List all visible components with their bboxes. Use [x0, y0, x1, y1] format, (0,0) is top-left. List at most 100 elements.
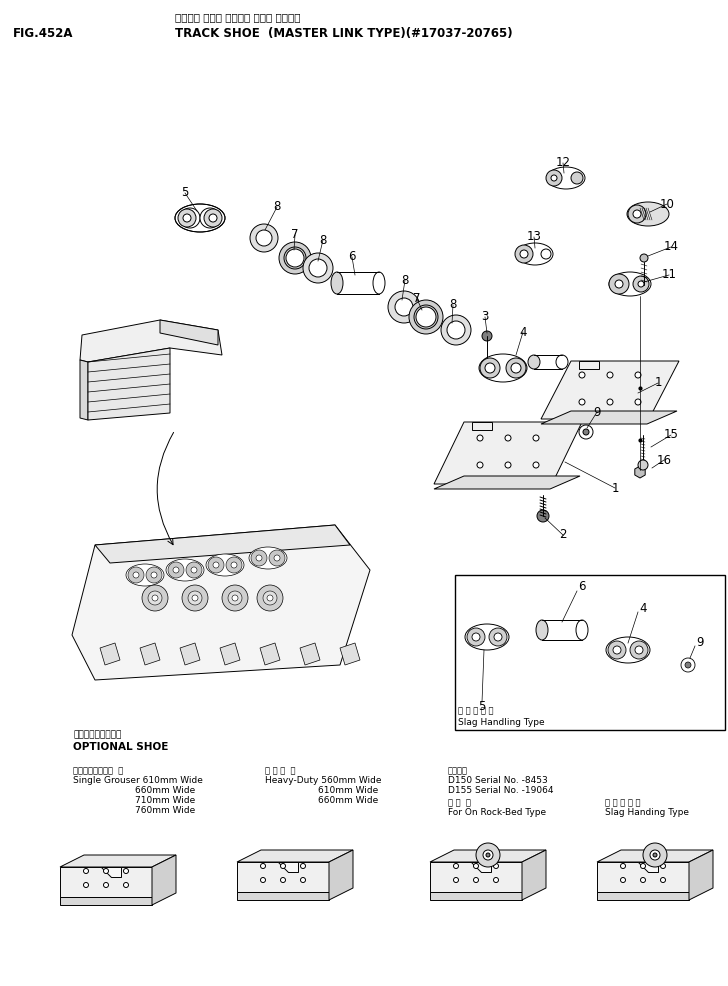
- Circle shape: [615, 280, 623, 288]
- Circle shape: [142, 585, 168, 611]
- Circle shape: [151, 572, 157, 578]
- Polygon shape: [80, 320, 222, 362]
- Circle shape: [178, 209, 196, 227]
- Circle shape: [541, 249, 551, 259]
- Text: 9: 9: [696, 636, 704, 649]
- Circle shape: [146, 567, 162, 583]
- Circle shape: [482, 331, 492, 341]
- Polygon shape: [220, 643, 240, 665]
- Text: 4: 4: [519, 325, 527, 338]
- Circle shape: [209, 214, 217, 222]
- Circle shape: [182, 585, 208, 611]
- Polygon shape: [60, 897, 152, 905]
- Polygon shape: [635, 466, 645, 478]
- Polygon shape: [472, 422, 492, 430]
- Polygon shape: [542, 620, 582, 640]
- Circle shape: [128, 567, 144, 583]
- Circle shape: [441, 315, 471, 345]
- Polygon shape: [278, 862, 298, 872]
- Circle shape: [222, 585, 248, 611]
- Ellipse shape: [331, 272, 343, 294]
- Polygon shape: [597, 892, 689, 900]
- Text: D150 Serial No. -8453: D150 Serial No. -8453: [448, 776, 547, 785]
- Text: 7: 7: [414, 293, 421, 306]
- Circle shape: [409, 300, 443, 334]
- Circle shape: [551, 175, 557, 181]
- Polygon shape: [689, 850, 713, 900]
- Text: 6: 6: [578, 581, 586, 594]
- Circle shape: [251, 550, 267, 566]
- Polygon shape: [88, 348, 170, 420]
- Polygon shape: [237, 862, 329, 892]
- Ellipse shape: [206, 554, 244, 576]
- Circle shape: [635, 372, 641, 378]
- Text: 760mm Wide: 760mm Wide: [135, 806, 195, 815]
- Ellipse shape: [517, 243, 553, 265]
- Circle shape: [191, 567, 197, 573]
- Text: 660mm Wide: 660mm Wide: [318, 796, 379, 805]
- Ellipse shape: [373, 272, 385, 294]
- Circle shape: [607, 399, 613, 405]
- Circle shape: [486, 853, 490, 857]
- Circle shape: [494, 864, 499, 869]
- Circle shape: [208, 557, 224, 573]
- Bar: [455, 575, 725, 730]
- Circle shape: [660, 864, 665, 869]
- Circle shape: [473, 864, 478, 869]
- Circle shape: [454, 864, 459, 869]
- Circle shape: [546, 170, 562, 186]
- Text: 2: 2: [559, 528, 567, 541]
- Circle shape: [152, 595, 158, 601]
- Circle shape: [84, 882, 89, 887]
- Circle shape: [286, 249, 304, 267]
- Circle shape: [641, 864, 646, 869]
- Text: D155 Serial No. -19064: D155 Serial No. -19064: [448, 786, 553, 795]
- Text: 3: 3: [481, 311, 488, 323]
- Circle shape: [638, 460, 648, 470]
- Polygon shape: [430, 850, 546, 862]
- Circle shape: [228, 591, 242, 605]
- Circle shape: [635, 399, 641, 405]
- Circle shape: [454, 878, 459, 882]
- Circle shape: [511, 363, 521, 373]
- Text: 適用号機: 適用号機: [448, 766, 468, 775]
- Text: 15: 15: [663, 429, 678, 442]
- Text: Heavy-Duty 560mm Wide: Heavy-Duty 560mm Wide: [265, 776, 381, 785]
- Circle shape: [494, 633, 502, 641]
- Circle shape: [638, 281, 644, 287]
- Text: 6: 6: [348, 250, 356, 263]
- Ellipse shape: [606, 637, 650, 663]
- Ellipse shape: [576, 620, 588, 640]
- Polygon shape: [430, 892, 522, 900]
- Circle shape: [226, 557, 242, 573]
- Circle shape: [192, 595, 198, 601]
- Text: TRACK SHOE  (MASTER LINK TYPE)(#17037-20765): TRACK SHOE (MASTER LINK TYPE)(#17037-207…: [175, 27, 513, 40]
- Polygon shape: [140, 643, 160, 665]
- Circle shape: [280, 878, 285, 882]
- Circle shape: [256, 230, 272, 246]
- Circle shape: [579, 425, 593, 439]
- Circle shape: [473, 878, 478, 882]
- Text: 660mm Wide: 660mm Wide: [135, 786, 195, 795]
- Polygon shape: [597, 850, 713, 862]
- Ellipse shape: [627, 202, 669, 226]
- Text: 12: 12: [555, 157, 571, 170]
- Circle shape: [148, 591, 162, 605]
- Polygon shape: [329, 850, 353, 900]
- Circle shape: [267, 595, 273, 601]
- Polygon shape: [72, 525, 370, 680]
- Circle shape: [579, 372, 585, 378]
- Circle shape: [480, 358, 500, 378]
- Polygon shape: [597, 862, 689, 892]
- Polygon shape: [434, 476, 580, 489]
- Text: 7: 7: [291, 229, 298, 242]
- Circle shape: [653, 853, 657, 857]
- Text: 11: 11: [662, 268, 676, 281]
- Circle shape: [494, 878, 499, 882]
- Polygon shape: [237, 850, 353, 862]
- Polygon shape: [579, 361, 599, 369]
- Polygon shape: [160, 320, 218, 345]
- Circle shape: [489, 628, 507, 646]
- Polygon shape: [100, 643, 120, 665]
- Circle shape: [476, 843, 500, 867]
